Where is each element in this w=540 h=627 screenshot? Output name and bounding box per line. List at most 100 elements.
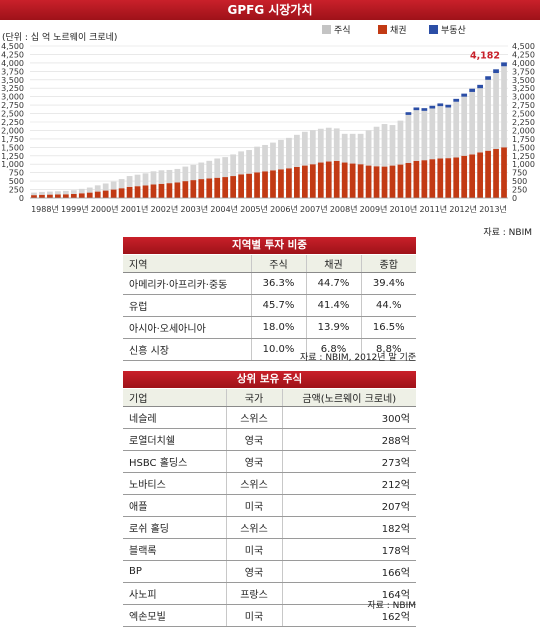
holdings-cell: 166억 — [281, 560, 416, 583]
bond-bar — [373, 166, 380, 198]
table-row: 유럽 45.7% 41.4% 44.% — [123, 294, 416, 317]
bond-bar — [389, 165, 396, 198]
bond-bar — [437, 158, 444, 198]
regional-cell: 6.8% — [305, 338, 361, 361]
equity-bar — [381, 124, 388, 167]
peak-annotation: 4,182 — [470, 50, 500, 61]
y-tick-right: 3,000 — [512, 93, 535, 102]
bond-bar — [150, 184, 157, 198]
holdings-cell: 스위스 — [225, 406, 282, 429]
y-tick-left: 2,000 — [1, 126, 24, 135]
y-tick-right: 4,000 — [512, 59, 535, 68]
x-tick-label: 2003년 — [180, 204, 208, 214]
holdings-cell: 프랑스 — [225, 582, 282, 605]
y-tick-left: 4,000 — [1, 59, 24, 68]
equity-bar — [493, 73, 499, 150]
regional-cell: 신흥 시장 — [123, 338, 251, 361]
real-estate-bar — [429, 105, 436, 109]
equity-bar — [78, 188, 85, 194]
equity-bar — [118, 179, 125, 189]
real-estate-bar — [477, 84, 483, 89]
holdings-cell: 182억 — [281, 516, 416, 539]
equity-bar — [294, 134, 300, 167]
holdings-cell: 사노피 — [123, 582, 226, 605]
bond-bar — [493, 149, 499, 198]
holdings-header-1: 국가 — [225, 389, 282, 407]
bond-bar — [102, 190, 109, 198]
bond-bar — [134, 186, 141, 198]
table-row: 아메리카·아프리카·중동 36.3% 44.7% 39.4% — [123, 272, 416, 295]
equity-bar — [86, 187, 93, 193]
equity-bar — [373, 126, 380, 167]
holdings-cell: 영국 — [225, 560, 282, 583]
equity-bar — [413, 110, 420, 161]
regional-cell: 18.0% — [250, 316, 306, 339]
bond-bar — [461, 155, 468, 198]
y-tick-left: 1,250 — [1, 152, 24, 161]
holdings-header-0: 기업 — [123, 389, 226, 407]
legend-label-1: 채권 — [390, 24, 407, 36]
y-tick-right: 3,500 — [512, 76, 535, 85]
table-row: 블랙록 미국 178억 — [123, 538, 416, 561]
equity-bar — [190, 164, 197, 181]
regional-header-2: 채권 — [305, 255, 361, 273]
legend-label-0: 주식 — [334, 25, 351, 36]
bond-bar — [477, 152, 483, 198]
bond-bar — [381, 166, 388, 198]
equity-bar — [341, 133, 348, 163]
y-tick-left: 4,500 — [1, 42, 24, 51]
y-tick-right: 2,250 — [512, 118, 535, 127]
legend-label-2: 부동산 — [441, 25, 466, 36]
equity-bar — [262, 144, 268, 172]
bond-bar — [39, 194, 45, 198]
y-tick-right: 1,500 — [512, 143, 535, 152]
regional-cell: 13.9% — [305, 316, 361, 339]
table-row: BP 영국 166억 — [123, 560, 416, 583]
table-row: 로열더치쉘 영국 288억 — [123, 428, 416, 451]
bond-bar — [31, 195, 37, 198]
chart-title-bar: GPFG 시장가치 — [0, 0, 540, 20]
y-tick-left: 0 — [19, 194, 24, 203]
y-tick-right: 1,250 — [512, 152, 535, 161]
holdings-cell: 273억 — [281, 450, 416, 473]
real-estate-bar — [485, 76, 491, 80]
bond-bar — [110, 189, 117, 198]
bond-bar — [94, 191, 101, 198]
table-row: 로쉬 홀딩 스위스 182억 — [123, 516, 416, 539]
holdings-cell: 미국 — [225, 494, 282, 517]
bond-bar — [357, 164, 364, 198]
bond-bar — [501, 147, 507, 198]
bond-bar — [405, 162, 412, 198]
table-row: 사노피 프랑스 164억 — [123, 582, 416, 605]
equity-bar — [198, 162, 205, 180]
equity-bar — [166, 169, 173, 184]
bond-bar — [365, 165, 372, 198]
regional-cell: 아메리카·아프리카·중동 — [123, 272, 251, 295]
equity-bar — [182, 166, 189, 182]
equity-bar — [286, 137, 292, 169]
y-tick-left: 3,000 — [1, 93, 24, 102]
equity-bar — [461, 96, 468, 156]
regional-source: 자료 : NBIM, 2012년 말 기준 — [300, 353, 417, 363]
chart-source: 자료 : NBIM — [483, 228, 532, 238]
x-tick-label: 2010년 — [390, 204, 418, 214]
regional-cell: 39.4% — [360, 272, 416, 295]
equity-bar — [142, 173, 149, 186]
equity-bar — [126, 176, 133, 187]
regional-header-3: 종합 — [360, 255, 416, 273]
bond-bar — [158, 183, 165, 198]
bond-bar — [317, 162, 324, 198]
y-tick-right: 2,000 — [512, 126, 535, 135]
x-tick-label: 2002년 — [151, 204, 179, 214]
equity-bar — [349, 133, 356, 164]
holdings-cell: 영국 — [225, 428, 282, 451]
x-tick-label: 2005년 — [240, 204, 268, 214]
regional-cell: 44.7% — [305, 272, 361, 295]
y-tick-right: 2,750 — [512, 101, 535, 110]
real-estate-bar — [405, 112, 412, 115]
holdings-cell: 300억 — [281, 406, 416, 429]
y-tick-left: 4,250 — [1, 50, 24, 59]
y-tick-right: 4,250 — [512, 50, 535, 59]
holdings-cell: HSBC 홀딩스 — [123, 450, 226, 473]
